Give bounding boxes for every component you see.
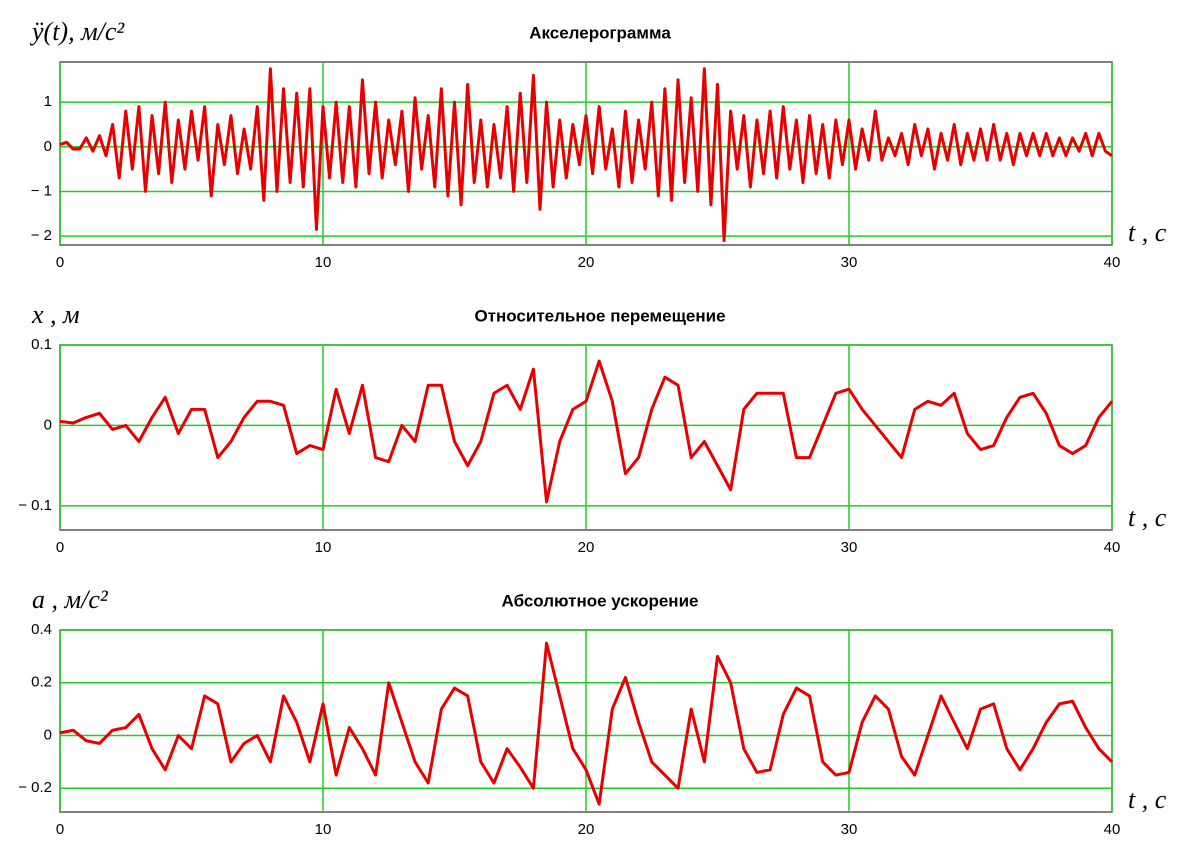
- x-tick-label: 0: [56, 539, 64, 556]
- y-tick-label: − 2: [31, 227, 52, 244]
- x-axis-label: t , c: [1128, 785, 1167, 814]
- x-tick-label: 0: [56, 254, 64, 271]
- x-axis-label: t , c: [1128, 503, 1167, 532]
- y-tick-label: 0: [44, 138, 52, 155]
- y-tick-label: 0: [44, 726, 52, 743]
- chart-title: Акселерограмма: [529, 23, 671, 42]
- x-tick-label: 10: [315, 539, 332, 556]
- x-tick-label: 10: [315, 821, 332, 838]
- y-axis-label: x , м: [31, 300, 80, 329]
- y-tick-label: − 0.1: [18, 497, 52, 514]
- x-tick-label: 40: [1104, 539, 1121, 556]
- x-tick-label: 30: [841, 821, 858, 838]
- x-tick-label: 10: [315, 254, 332, 271]
- y-tick-label: − 0.2: [18, 779, 52, 796]
- x-tick-label: 0: [56, 821, 64, 838]
- x-tick-label: 30: [841, 254, 858, 271]
- x-tick-label: 40: [1104, 254, 1121, 271]
- y-tick-label: 0.2: [31, 674, 52, 691]
- x-tick-label: 20: [578, 254, 595, 271]
- x-tick-label: 20: [578, 821, 595, 838]
- x-tick-label: 30: [841, 539, 858, 556]
- x-axis-label: t , c: [1128, 218, 1167, 247]
- y-tick-label: 0: [44, 416, 52, 433]
- y-axis-label: a , м/c²: [32, 585, 109, 614]
- x-tick-label: 20: [578, 539, 595, 556]
- y-tick-label: 0.1: [31, 336, 52, 353]
- y-tick-label: 1: [44, 93, 52, 110]
- y-tick-label: 0.4: [31, 621, 52, 638]
- data-line: [59, 641, 1114, 806]
- chart-title: Относительное перемещение: [474, 306, 725, 325]
- y-axis-label: ÿ(t), м/c²: [29, 17, 125, 46]
- data-line: [59, 359, 1114, 504]
- chart-title: Абсолютное ускорение: [502, 591, 699, 610]
- data-line: [59, 67, 1113, 243]
- x-tick-label: 40: [1104, 821, 1121, 838]
- y-tick-label: − 1: [31, 182, 52, 199]
